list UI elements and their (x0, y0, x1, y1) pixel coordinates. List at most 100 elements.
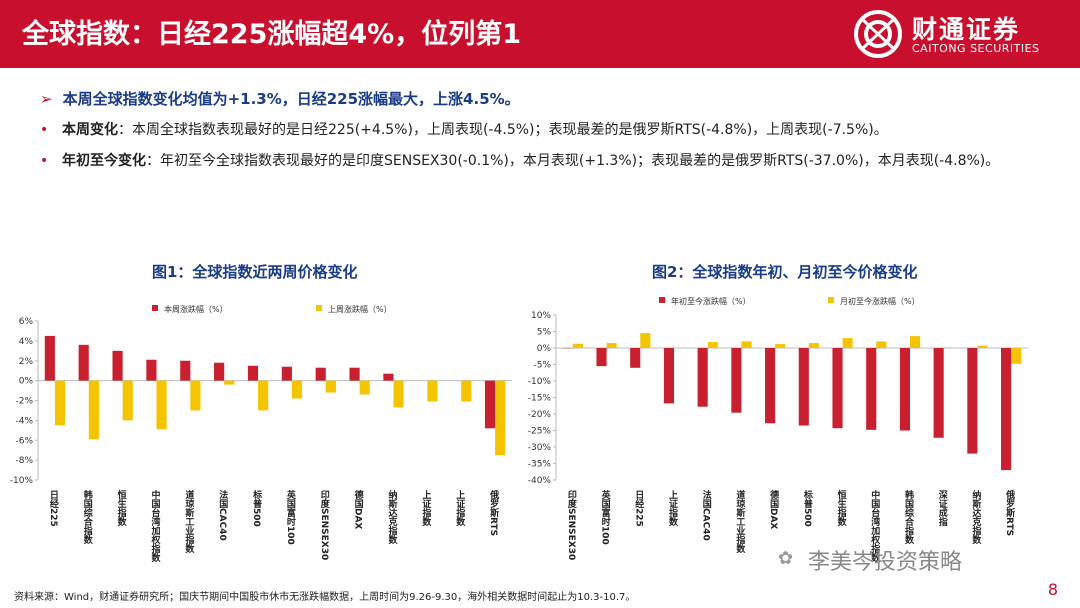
chart1-bar-s1 (349, 367, 360, 381)
x-tick-label: 纳斯达克指数 (387, 489, 398, 545)
x-tick-label: 上证指数 (667, 489, 678, 527)
chart1-bar-s1 (78, 344, 89, 381)
chart2-bar-s1 (596, 348, 607, 367)
chart1-bar-s1 (484, 380, 496, 429)
y-tick-label: 0% (19, 377, 34, 387)
x-tick-label: 韩国综合指数 (903, 489, 914, 545)
y-tick-label: -2% (15, 397, 33, 407)
y-tick-label: -8% (15, 456, 33, 466)
bullet-dot-icon: • (40, 122, 49, 138)
chart2-bar-s1 (1001, 348, 1012, 471)
x-tick-label: 标普500 (251, 489, 263, 527)
legend-swatch (152, 305, 158, 311)
x-tick-label: 深证成指 (937, 489, 948, 527)
chart1-bar-s2 (461, 380, 472, 402)
chart2-bar-s2 (943, 347, 954, 348)
chart1-bar-s2 (122, 380, 133, 421)
legend-swatch (828, 297, 834, 303)
x-tick-label: 俄罗斯RTS (488, 489, 500, 536)
chart2-bar-s1 (798, 348, 809, 426)
watermark: 李美岑投资策略 (808, 550, 963, 575)
x-tick-label: 恒生指数 (836, 489, 847, 527)
ytd-change-bullet: • 年初至今变化：年初至今全球指数表现最好的是印度SENSEX30(-0.1%)，… (40, 150, 1050, 172)
legend-label: 上周涨跌幅（%） (328, 304, 392, 314)
chart2-bar-s2 (977, 345, 988, 348)
chart1-bar-s1 (281, 366, 292, 381)
y-tick-label: 10% (531, 311, 551, 321)
chart2-bar-s2 (640, 333, 651, 348)
x-tick-label: 日经225 (48, 490, 59, 527)
x-tick-label: 德国DAX (353, 489, 364, 530)
y-tick-label: -15% (528, 394, 551, 404)
chart1-bar-s1 (214, 362, 225, 381)
bullet-dot-icon: • (40, 153, 49, 169)
x-tick-label: 英国富时100 (600, 489, 612, 545)
x-tick-label: 道琼斯工业指数 (734, 489, 745, 554)
page-title: 全球指数：日经225涨幅超4%，位列第1 (22, 19, 521, 50)
wechat-icon: ✿ (778, 548, 794, 569)
chart2-bar-s2 (775, 344, 786, 348)
x-tick-label: 道琼斯工业指数 (183, 489, 194, 554)
source-note: 资料来源：Wind，财通证券研究所；国庆节期间中国股市休市无涨跌幅数据，上周时间… (14, 592, 636, 603)
chart2-bar-s2 (741, 341, 752, 348)
chart2-bar-s1 (832, 348, 843, 429)
header-bar: 全球指数：日经225涨幅超4%，位列第1 财通证券 CAITONG SECURI… (0, 0, 1080, 68)
summary-headline: ➢ 本周全球指数变化均值为+1.3%，日经225涨幅最大，上涨4.5%。 (40, 90, 520, 108)
page-number: 8 (1047, 580, 1058, 599)
y-tick-label: -10% (10, 476, 34, 486)
chart2-bar-s1 (663, 348, 674, 404)
chart2-bar-s1 (630, 348, 641, 368)
chart2-bar-s2 (606, 343, 617, 348)
chart1-bar-s2 (258, 380, 269, 411)
brand-logo: 财通证券 CAITONG SECURITIES (852, 8, 1062, 60)
chart2-bar-s2 (910, 336, 921, 348)
logo-text-en: CAITONG SECURITIES (912, 42, 1040, 55)
ytd-text: ：年初至今全球指数表现最好的是印度SENSEX30(-0.1%)，本月表现(+1… (146, 153, 1000, 169)
y-tick-label: -40% (528, 476, 551, 486)
chart1-bar-s2 (325, 380, 336, 393)
y-tick-label: -4% (15, 416, 33, 426)
legend-swatch (316, 305, 322, 311)
x-tick-label: 纳斯达克指数 (970, 489, 981, 545)
chart1-bar-s1 (180, 360, 191, 381)
y-tick-label: -25% (528, 427, 551, 437)
x-tick-label: 俄罗斯RTS (1004, 489, 1016, 536)
chart1-bar-s1 (383, 373, 394, 381)
x-tick-label: 印度SENSEX30 (566, 489, 577, 560)
chart1-bar-s2 (54, 380, 66, 426)
chart1-bar-s1 (146, 359, 157, 381)
x-tick-label: 中国台湾加权指数 (869, 489, 881, 563)
weekly-label: 本周变化 (62, 122, 118, 138)
weekly-change-bullet: • 本周变化：本周全球指数表现最好的是日经225(+4.5%)，上周表现(-4.5… (40, 119, 1050, 141)
logo-text-cn: 财通证券 (912, 15, 1021, 44)
chart1-bar-s2 (156, 380, 167, 430)
legend-label: 月初至今涨跌幅（%） (840, 296, 920, 306)
chart2-bar-s1 (765, 348, 776, 424)
y-tick-label: -6% (15, 436, 33, 446)
chart1-bar-s2 (88, 380, 99, 440)
chart2-title: 图2：全球指数年初、月初至今价格变化 (652, 263, 918, 281)
x-tick-label: 恒生指数 (116, 489, 127, 527)
chart1-bar-s2 (393, 380, 404, 408)
x-tick-label: 标普500 (802, 489, 814, 527)
x-tick-label: 上证指数 (420, 489, 431, 527)
chart1-bar-s2 (495, 380, 506, 456)
chart1-bar-s1 (315, 367, 326, 381)
y-tick-label: 5% (537, 328, 552, 338)
y-tick-label: 4% (19, 337, 34, 347)
x-tick-label: 德国DAX (768, 489, 779, 530)
legend-label: 本周涨跌幅（%） (164, 304, 228, 314)
chart1-title: 图1：全球指数近两周价格变化 (152, 263, 358, 281)
chart2-bar-s2 (876, 341, 887, 348)
chart2-bar-s2 (572, 343, 583, 348)
chart1-bar-s1 (44, 335, 55, 381)
x-tick-label: 韩国综合指数 (82, 489, 93, 545)
x-tick-label: 上证指数 (454, 489, 465, 527)
x-tick-label: 法国CAC40 (217, 489, 228, 541)
chart1-bar-s2 (190, 380, 201, 411)
y-tick-label: -10% (528, 377, 551, 387)
x-tick-label: 印度SENSEX30 (319, 489, 330, 560)
chart1-svg: 6% 4% 2% 0% -2% -4% -6% -8% -10% 本周涨跌幅（%） 上周涨跌幅（%）… (10, 304, 512, 563)
chart2-bar-s2 (1011, 348, 1022, 364)
chart2-bar-s1 (731, 348, 742, 413)
